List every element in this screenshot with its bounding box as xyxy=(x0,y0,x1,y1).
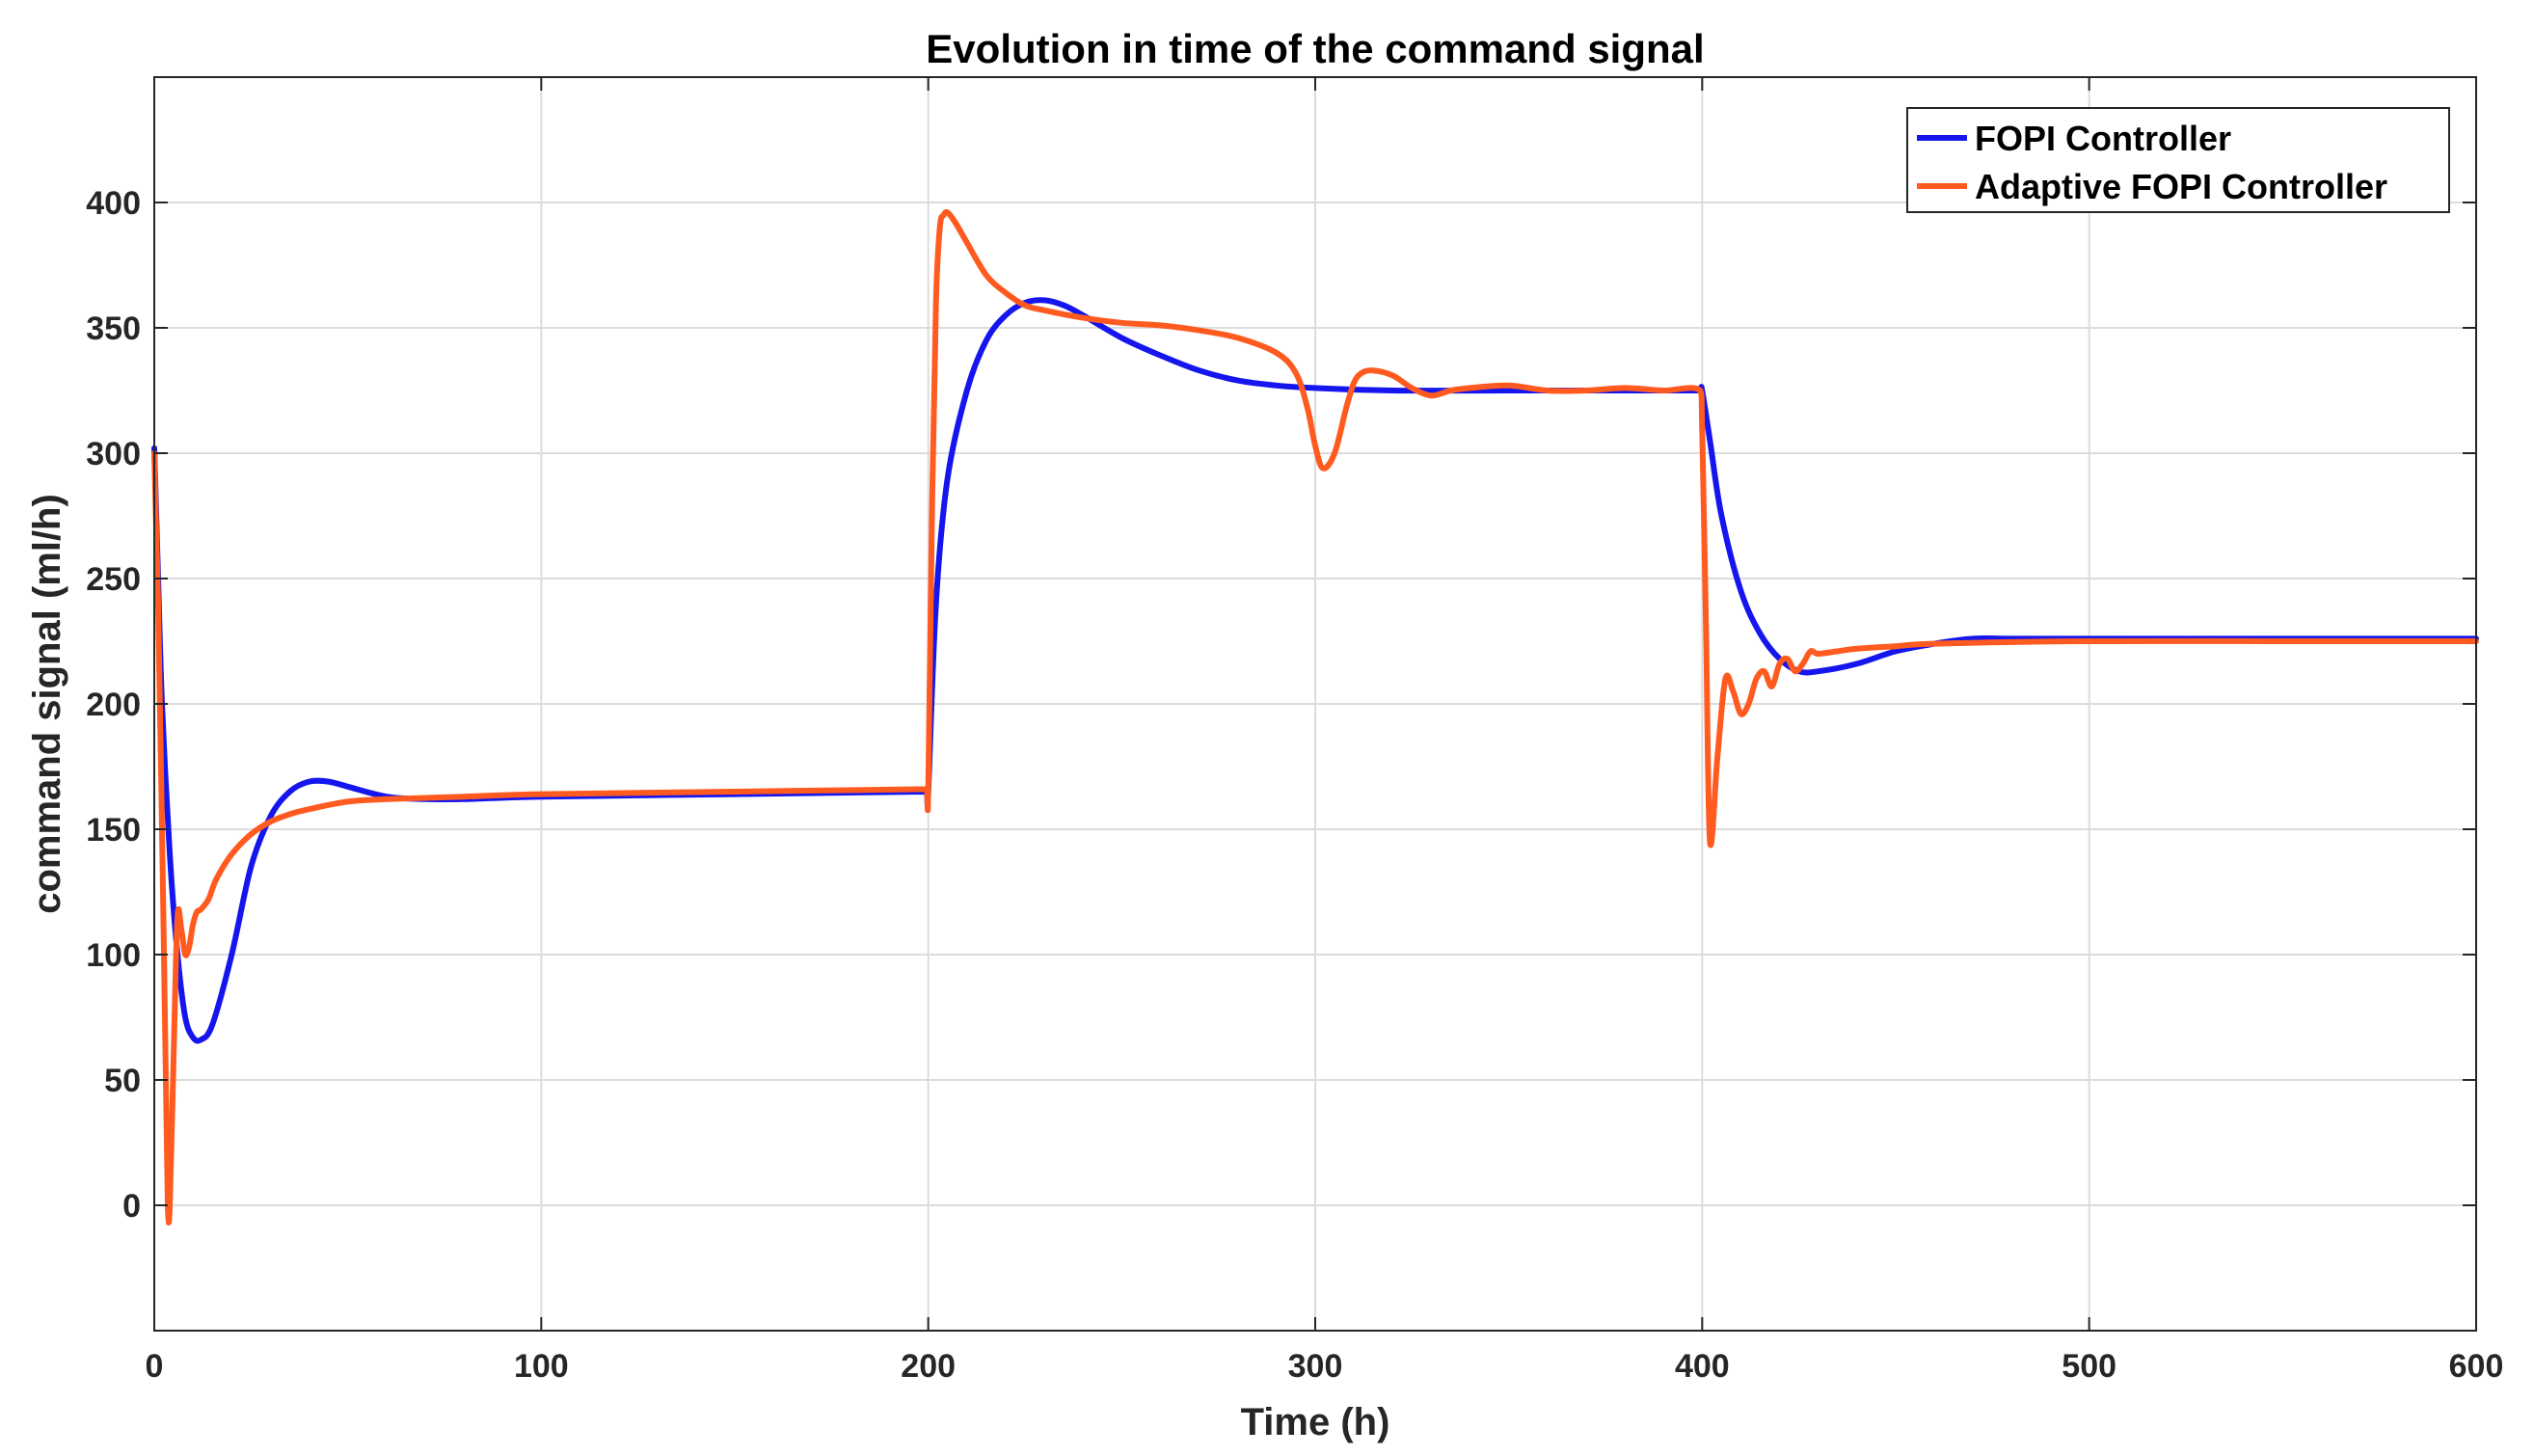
x-tick-label: 100 xyxy=(514,1348,569,1385)
x-tick-label: 600 xyxy=(2449,1348,2504,1385)
x-axis-title: Time (h) xyxy=(1241,1401,1390,1443)
y-tick-label: 400 xyxy=(86,185,141,222)
x-tick-label: 300 xyxy=(1288,1348,1343,1385)
legend-label-adaptive-fopi: Adaptive FOPI Controller xyxy=(1975,167,2387,206)
y-tick-label: 200 xyxy=(86,687,141,723)
x-tick-label: 0 xyxy=(146,1348,164,1385)
series-adaptive-fopi-controller xyxy=(151,208,2479,1226)
y-tick-label: 300 xyxy=(86,436,141,472)
legend: FOPI Controller Adaptive FOPI Controller xyxy=(1906,107,2450,213)
y-tick-label: 0 xyxy=(122,1188,141,1225)
ticks: 0 100 200 300 400 500 600 0 50 100 150 200 250 300 350… xyxy=(86,77,2503,1385)
chart-title: Evolution in time of the command signal xyxy=(926,26,1704,71)
x-tick-label: 500 xyxy=(2062,1348,2116,1385)
y-tick-label: 350 xyxy=(86,310,141,347)
legend-label-fopi: FOPI Controller xyxy=(1975,119,2231,158)
y-tick-label: 150 xyxy=(86,812,141,849)
x-tick-label: 400 xyxy=(1675,1348,1730,1385)
y-tick-label: 100 xyxy=(86,937,141,974)
y-tick-label: 50 xyxy=(104,1063,141,1099)
y-axis-title: command signal (ml/h) xyxy=(26,494,68,914)
series-layer xyxy=(151,208,2479,1226)
y-tick-label: 250 xyxy=(86,561,141,598)
legend-box xyxy=(1906,107,2450,213)
x-tick-label: 200 xyxy=(901,1348,956,1385)
